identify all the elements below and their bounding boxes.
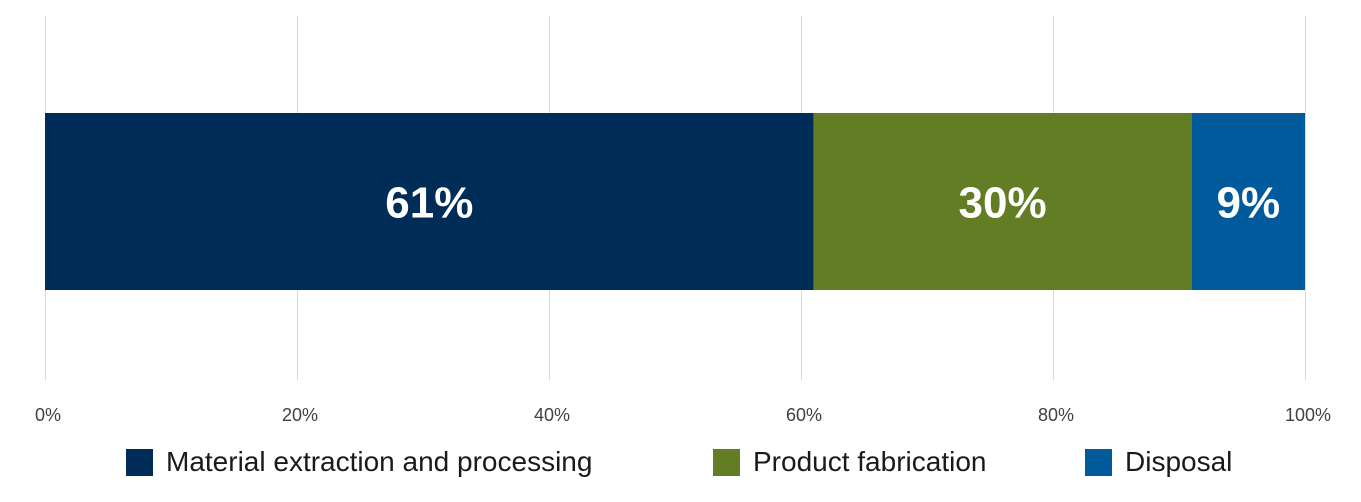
- x-tick-label: 40%: [534, 405, 570, 425]
- data-label: 61%: [385, 179, 473, 228]
- bar-segment: [45, 113, 814, 290]
- legend-item-material-extraction: Material extraction and processing: [126, 442, 592, 482]
- data-label: 9%: [1217, 179, 1281, 228]
- data-labels: 61% 30% 9%: [385, 179, 1280, 228]
- data-label: 30%: [959, 179, 1047, 228]
- x-tick-label: 100%: [1285, 405, 1331, 425]
- legend-item-disposal: Disposal: [1085, 442, 1232, 482]
- legend: Material extraction and processing Produ…: [0, 442, 1361, 482]
- legend-swatch: [713, 448, 740, 476]
- legend-swatch: [1085, 448, 1112, 476]
- legend-swatch: [126, 448, 153, 476]
- bar-segment: [1191, 113, 1305, 290]
- stacked-bar: [45, 113, 1305, 290]
- legend-label: Product fabrication: [753, 446, 987, 477]
- x-tick-label: 20%: [282, 405, 318, 425]
- legend-label: Disposal: [1125, 446, 1233, 477]
- bar-segment: [813, 113, 1192, 290]
- x-tick-label: 0%: [35, 405, 61, 425]
- chart-plot: 61% 30% 9% 0% 20% 40% 60% 80% 100%: [35, 16, 1331, 425]
- x-tick-label: 80%: [1038, 405, 1074, 425]
- legend-item-product-fabrication: Product fabrication: [713, 442, 986, 482]
- x-axis-ticks: 0% 20% 40% 60% 80% 100%: [35, 405, 1331, 425]
- legend-label: Material extraction and processing: [166, 446, 593, 477]
- x-tick-label: 60%: [786, 405, 822, 425]
